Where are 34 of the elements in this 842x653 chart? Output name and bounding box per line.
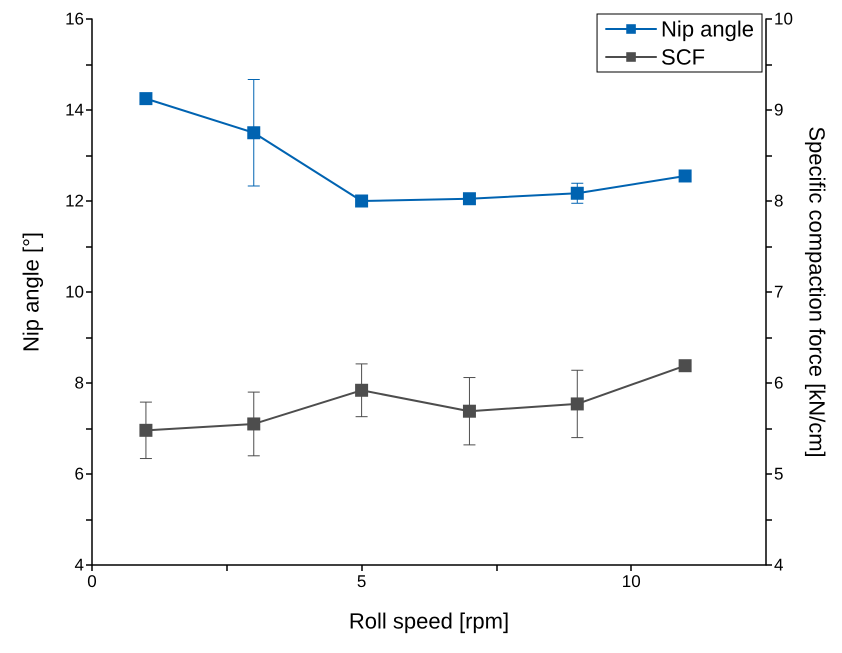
y2-tick-label: 9	[774, 100, 784, 120]
y-tick-label: 4	[74, 556, 84, 574]
point	[570, 397, 584, 410]
point	[570, 186, 584, 200]
point	[247, 126, 260, 140]
y-tick-label: 10	[65, 282, 84, 302]
point	[247, 417, 260, 430]
y2-tick-label: 8	[774, 192, 784, 210]
y-tick-label: 12	[65, 192, 84, 210]
y2-tick-label: 4	[774, 556, 784, 574]
y2-tick-label: 5	[774, 464, 784, 484]
y2-tick-label: 6	[774, 374, 784, 392]
y-tick-label: 14	[65, 100, 84, 120]
y-tick-label: 16	[65, 10, 84, 28]
legend-label: Nip angle	[661, 16, 754, 42]
point	[139, 92, 152, 106]
point	[139, 424, 152, 437]
legend-label: SCF	[661, 44, 706, 70]
y-tick-label: 8	[74, 374, 84, 392]
point	[678, 359, 692, 372]
x-axis-title: Roll speed [rpm]	[348, 608, 510, 634]
point	[355, 194, 368, 208]
x-tick-label: 10	[622, 572, 641, 591]
y-axis-title: Nip angle [°]	[18, 232, 44, 352]
point	[678, 169, 692, 182]
point	[355, 384, 368, 397]
y2-tick-label: 7	[774, 282, 784, 302]
point	[462, 192, 476, 206]
x-tick-label: 0	[87, 572, 97, 591]
x-tick-label: 5	[356, 572, 366, 591]
point	[462, 404, 476, 418]
y-tick-label: 6	[74, 464, 84, 484]
y2-axis-title: Specific compaction force [kN/cm]	[804, 126, 830, 458]
y2-tick-label: 10	[774, 10, 793, 28]
